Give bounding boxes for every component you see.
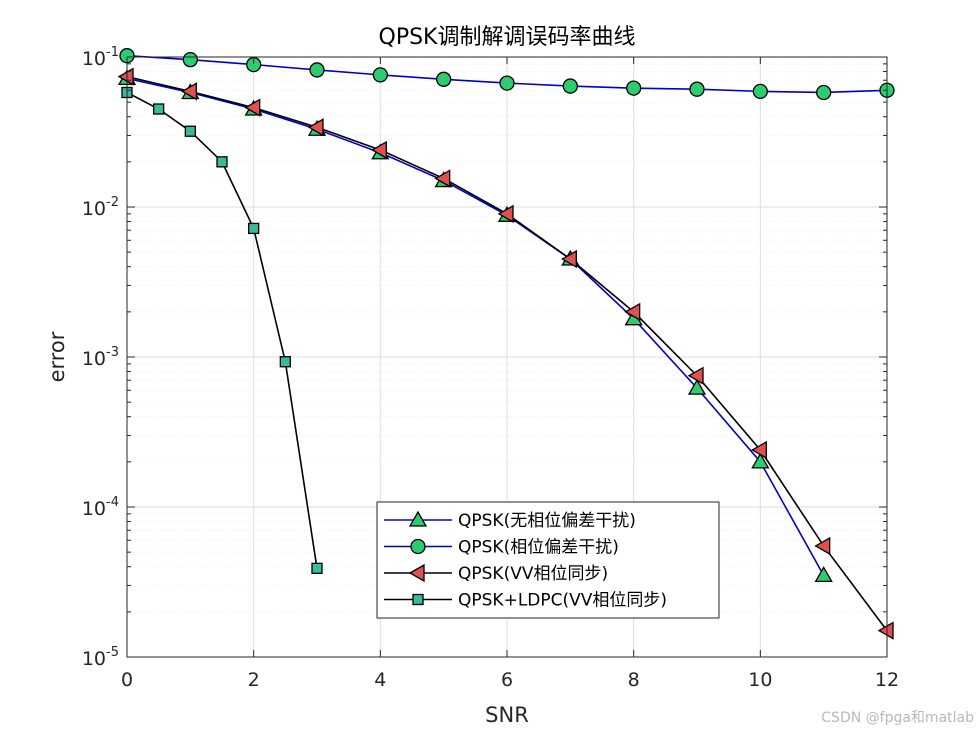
data-point bbox=[624, 302, 641, 321]
data-point bbox=[626, 80, 642, 96]
data-point bbox=[497, 204, 514, 223]
legend-item-1: QPSK(无相位偏差干扰) bbox=[384, 510, 636, 531]
data-point bbox=[311, 562, 323, 574]
y-tick-label: 10-1 bbox=[82, 45, 119, 70]
data-point bbox=[816, 84, 832, 101]
legend-marker bbox=[410, 538, 426, 555]
data-point bbox=[687, 366, 704, 385]
data-point bbox=[436, 71, 452, 87]
ticks bbox=[126, 56, 888, 658]
legend-item-2: QPSK(相位偏差干扰) bbox=[384, 538, 619, 558]
x-tick-label: 10 bbox=[748, 669, 772, 691]
legend-item-4: QPSK+LDPC(VV相位同步) bbox=[384, 591, 667, 611]
x-tick-label: 6 bbox=[501, 669, 513, 691]
y-tick-label: 10-2 bbox=[82, 195, 119, 220]
legend-box bbox=[376, 501, 720, 619]
data-point bbox=[248, 222, 260, 235]
data-point bbox=[184, 125, 196, 137]
series-3 bbox=[117, 67, 894, 640]
data-point bbox=[561, 249, 577, 269]
legend: QPSK(无相位偏差干扰) QPSK(相位偏差干扰) QPSK(VV相位同步) QPS… bbox=[376, 501, 720, 619]
legend-label: QPSK+LDPC(VV相位同步) bbox=[458, 591, 667, 611]
data-point bbox=[181, 82, 197, 101]
data-point bbox=[216, 156, 228, 168]
y-tick-label: 10-5 bbox=[82, 645, 119, 670]
watermark: CSDN @fpga和matlab bbox=[821, 710, 974, 726]
grid bbox=[127, 57, 887, 657]
y-tick-label: 10-3 bbox=[82, 345, 119, 370]
x-tick-label: 12 bbox=[875, 669, 899, 691]
legend-marker bbox=[408, 563, 425, 583]
data-point bbox=[751, 452, 770, 469]
series-layer bbox=[117, 48, 895, 640]
series-2 bbox=[119, 48, 895, 101]
legend-item-3: QPSK(VV相位同步) bbox=[384, 563, 608, 584]
data-point bbox=[814, 536, 831, 556]
data-point bbox=[689, 81, 705, 97]
x-axis-title: SNR bbox=[485, 703, 529, 727]
legend-label: QPSK(VV相位同步) bbox=[458, 564, 608, 584]
x-tick-label: 0 bbox=[121, 669, 133, 691]
data-point bbox=[371, 140, 387, 160]
data-point bbox=[814, 566, 833, 583]
data-point bbox=[687, 378, 707, 395]
data-point bbox=[752, 83, 768, 100]
data-point bbox=[751, 440, 767, 460]
data-point bbox=[877, 621, 894, 640]
legend-label: QPSK(无相位偏差干扰) bbox=[458, 511, 636, 531]
series-line bbox=[126, 77, 825, 576]
x-tick-label: 4 bbox=[374, 669, 386, 691]
legend-label: QPSK(相位偏差干扰) bbox=[458, 538, 619, 558]
legend-marker bbox=[412, 593, 424, 606]
data-point bbox=[279, 356, 291, 368]
data-point bbox=[309, 62, 325, 78]
data-point bbox=[372, 67, 388, 83]
data-point bbox=[499, 75, 515, 91]
x-tick-label: 2 bbox=[248, 669, 260, 691]
legend-marker bbox=[408, 510, 428, 527]
data-point bbox=[182, 52, 198, 68]
data-point bbox=[153, 103, 165, 115]
data-point bbox=[562, 78, 578, 94]
data-point bbox=[434, 169, 451, 188]
y-tick-label: 10-4 bbox=[82, 495, 119, 520]
x-tick-label: 8 bbox=[628, 669, 640, 691]
data-point bbox=[307, 118, 324, 137]
chart-title: QPSK调制解调误码率曲线 bbox=[379, 25, 636, 50]
y-axis-title: error bbox=[45, 331, 69, 382]
data-point bbox=[244, 98, 261, 117]
tick-labels: 0 2 4 6 8 10 12 10-5 10-4 10-3 10-2 10-1 bbox=[82, 45, 899, 691]
